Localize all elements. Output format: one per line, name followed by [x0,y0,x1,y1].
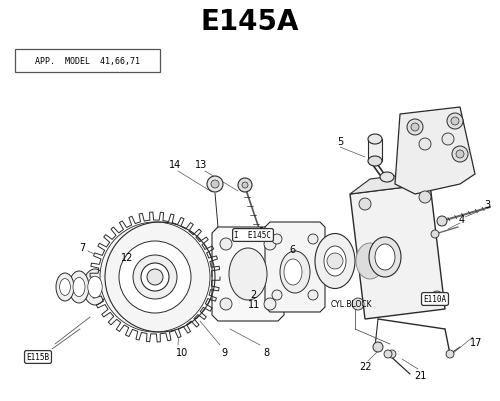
Text: 11: 11 [248,299,260,309]
Circle shape [141,263,169,291]
Text: E110A: E110A [424,295,446,304]
Text: 7: 7 [79,242,85,252]
Ellipse shape [315,234,355,289]
Circle shape [220,298,232,310]
Text: E115B: E115B [26,352,50,362]
Circle shape [211,180,219,188]
Polygon shape [350,184,445,319]
Circle shape [105,223,215,332]
Text: 12: 12 [121,252,133,262]
Ellipse shape [280,251,310,293]
Circle shape [264,239,276,250]
Text: 8: 8 [263,347,269,357]
Circle shape [272,290,282,300]
Ellipse shape [380,172,394,182]
Ellipse shape [69,271,89,303]
Circle shape [419,139,431,151]
Text: 3: 3 [484,200,490,209]
Bar [15,50,160,73]
Ellipse shape [284,259,302,285]
Ellipse shape [56,273,74,301]
Ellipse shape [368,135,382,145]
Circle shape [384,350,392,358]
Circle shape [147,269,163,285]
Ellipse shape [368,157,382,166]
Circle shape [242,182,248,188]
Circle shape [119,241,191,313]
Circle shape [431,231,439,239]
Circle shape [207,176,223,192]
Circle shape [451,118,459,126]
Circle shape [308,290,318,300]
Ellipse shape [88,277,102,298]
Polygon shape [212,227,284,321]
Polygon shape [395,108,475,194]
Ellipse shape [356,243,384,279]
Circle shape [431,291,443,303]
Circle shape [419,192,431,203]
Circle shape [437,217,447,227]
Circle shape [452,147,468,162]
Circle shape [411,124,419,132]
Text: 17: 17 [470,337,482,347]
Circle shape [272,235,282,244]
Polygon shape [350,170,450,194]
Circle shape [407,120,423,136]
Circle shape [447,114,463,130]
Text: 21: 21 [414,370,426,380]
Text: 4: 4 [459,215,465,225]
Circle shape [373,342,383,352]
Circle shape [359,198,371,211]
Text: 6: 6 [289,244,295,254]
Circle shape [133,255,177,299]
Text: 9: 9 [221,347,227,357]
Text: APP.  MODEL  41,66,71: APP. MODEL 41,66,71 [35,57,140,66]
Circle shape [220,239,232,250]
Ellipse shape [73,278,85,297]
Ellipse shape [324,246,346,276]
Circle shape [442,134,454,146]
Circle shape [264,298,276,310]
Ellipse shape [369,237,401,277]
Text: 22: 22 [359,361,371,371]
Circle shape [308,235,318,244]
Circle shape [327,253,343,269]
Polygon shape [90,213,220,342]
Ellipse shape [229,248,267,300]
Circle shape [100,223,210,332]
Ellipse shape [83,269,107,305]
Circle shape [238,178,252,192]
Text: 10: 10 [176,347,188,357]
Circle shape [446,350,454,358]
Text: I  E145C: I E145C [234,231,272,240]
Text: 2: 2 [250,289,256,299]
Bar [368,140,382,162]
Circle shape [456,151,464,159]
Ellipse shape [375,244,395,270]
Ellipse shape [60,279,70,296]
Text: CYL.BLOCK: CYL.BLOCK [330,300,372,309]
Text: 14: 14 [169,160,181,170]
Polygon shape [265,223,325,312]
Text: E145A: E145A [201,8,299,36]
Circle shape [388,350,396,358]
Text: 5: 5 [337,137,343,147]
Circle shape [352,298,364,310]
Text: 13: 13 [195,160,207,170]
Text: 1: 1 [259,227,265,237]
